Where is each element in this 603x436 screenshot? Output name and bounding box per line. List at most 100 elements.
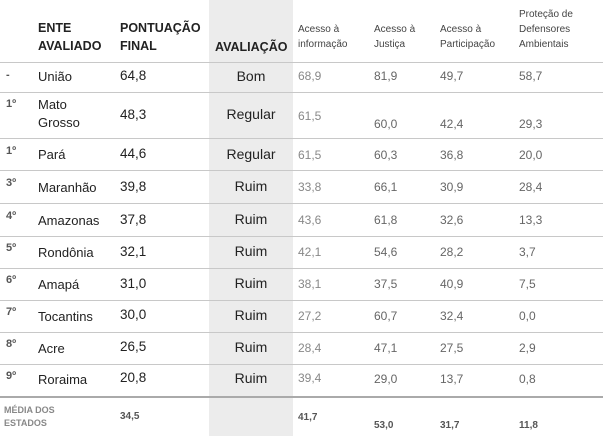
divider: [0, 268, 603, 269]
acesso-justica-value: 29,0: [374, 372, 398, 386]
protecao-value: 7,5: [519, 277, 536, 291]
footer-divider: [0, 396, 603, 398]
protecao-value: 29,3: [519, 117, 543, 131]
ente-name: Rondônia: [38, 245, 94, 260]
rating: Ruim: [234, 211, 268, 227]
divider: [0, 170, 603, 171]
ente-name: Acre: [38, 341, 65, 356]
acesso-justica-value: 60,7: [374, 309, 398, 323]
rank: 1º: [6, 145, 17, 157]
acesso-participacao-value: 36,8: [440, 148, 464, 162]
ente-name: Mato Grosso: [38, 97, 80, 130]
header-protecao-defensores: Proteção de Defensores Ambientais: [519, 9, 573, 50]
table-row: 5º Rondônia 32,1 Ruim 42,1 54,6 28,2 3,7: [0, 237, 603, 268]
final-score: 26,5: [120, 339, 147, 354]
header-acesso-justica: Acesso à Justiça: [374, 24, 416, 50]
footer-acesso-informacao: 41,7: [298, 412, 318, 423]
final-score: 48,3: [120, 107, 147, 122]
rating: Ruim: [234, 243, 268, 259]
table-row: 9º Roraima 20,8 Ruim 39,4 29,0 13,7 0,8: [0, 365, 603, 396]
header-acesso-participacao: Acesso à Participação: [440, 24, 496, 50]
acesso-justica-value: 60,3: [374, 148, 398, 162]
footer-acesso-justica: 53,0: [374, 420, 394, 431]
acesso-informacao-value: 61,5: [298, 148, 322, 162]
divider: [0, 364, 603, 365]
ente-name: União: [38, 69, 72, 84]
acesso-informacao-value: 39,4: [298, 371, 322, 385]
divider: [0, 138, 603, 139]
divider: [0, 300, 603, 301]
acesso-informacao-value: 33,8: [298, 180, 322, 194]
table-row: - União 64,8 Bom 68,9 81,9 49,7 58,7: [0, 63, 603, 92]
protecao-value: 3,7: [519, 245, 536, 259]
protecao-value: 20,0: [519, 148, 543, 162]
rank: -: [6, 69, 10, 81]
final-score: 31,0: [120, 276, 147, 291]
header-acesso-informacao: Acesso à informação: [298, 24, 348, 50]
rating: Bom: [236, 68, 266, 84]
acesso-informacao-value: 42,1: [298, 245, 322, 259]
table-row: 6º Amapá 31,0 Ruim 38,1 37,5 40,9 7,5: [0, 269, 603, 300]
header-pontuacao: PONTUAÇÃO FINAL: [120, 21, 201, 53]
rating: Ruim: [234, 178, 268, 194]
rating: Ruim: [234, 275, 268, 291]
rank: 8º: [6, 338, 17, 350]
acesso-informacao-value: 27,2: [298, 309, 322, 323]
final-score: 64,8: [120, 68, 147, 83]
rating: Ruim: [234, 339, 268, 355]
table-header: ENTE AVALIADO PONTUAÇÃO FINAL AVALIAÇÃO …: [0, 0, 603, 64]
acesso-participacao-value: 32,4: [440, 309, 464, 323]
rating: Regular: [226, 106, 276, 122]
acesso-informacao-value: 38,1: [298, 277, 322, 291]
divider: [0, 62, 603, 63]
ente-name: Pará: [38, 147, 66, 162]
header-avaliacao: AVALIAÇÃO: [215, 40, 288, 54]
protecao-value: 2,9: [519, 341, 536, 355]
acesso-justica-value: 60,0: [374, 117, 398, 131]
acesso-informacao-value: 28,4: [298, 341, 322, 355]
acesso-informacao-value: 43,6: [298, 213, 322, 227]
rank: 1º: [6, 98, 17, 110]
acesso-participacao-value: 28,2: [440, 245, 464, 259]
protecao-value: 0,8: [519, 372, 536, 386]
footer-label: MÉDIA DOS ESTADOS: [4, 405, 55, 428]
protecao-value: 28,4: [519, 180, 543, 194]
acesso-participacao-value: 13,7: [440, 372, 464, 386]
acesso-justica-value: 66,1: [374, 180, 398, 194]
protecao-value: 13,3: [519, 213, 543, 227]
acesso-participacao-value: 30,9: [440, 180, 464, 194]
rank: 6º: [6, 274, 17, 286]
rank: 4º: [6, 210, 17, 222]
final-score: 20,8: [120, 370, 147, 385]
rank: 7º: [6, 306, 17, 318]
acesso-justica-value: 54,6: [374, 245, 398, 259]
final-score: 30,0: [120, 307, 147, 322]
final-score: 37,8: [120, 212, 147, 227]
divider: [0, 203, 603, 204]
ente-name: Tocantins: [38, 309, 93, 324]
footer-protecao: 11,8: [519, 420, 538, 431]
table-row: 7º Tocantins 30,0 Ruim 27,2 60,7 32,4 0,…: [0, 301, 603, 332]
rating: Ruim: [234, 370, 268, 386]
protecao-value: 0,0: [519, 309, 536, 323]
table-row: 3º Maranhão 39,8 Ruim 33,8 66,1 30,9 28,…: [0, 171, 603, 203]
divider: [0, 236, 603, 237]
acesso-informacao-value: 68,9: [298, 69, 322, 83]
header-ente: ENTE AVALIADO: [38, 21, 102, 53]
acesso-participacao-value: 42,4: [440, 117, 464, 131]
footer-row: MÉDIA DOS ESTADOS 34,5 41,7 53,0 31,7 11…: [0, 398, 603, 436]
acesso-justica-value: 47,1: [374, 341, 398, 355]
divider: [0, 92, 603, 93]
acesso-participacao-value: 40,9: [440, 277, 464, 291]
table-row: 1º Pará 44,6 Regular 61,5 60,3 36,8 20,0: [0, 139, 603, 170]
footer-acesso-participacao: 31,7: [440, 420, 460, 431]
footer-score: 34,5: [120, 411, 140, 422]
acesso-informacao-value: 61,5: [298, 109, 322, 123]
acesso-justica-value: 37,5: [374, 277, 398, 291]
acesso-justica-value: 81,9: [374, 69, 398, 83]
rank: 5º: [6, 242, 17, 254]
rank: 3º: [6, 177, 17, 189]
rating-column-shade: [209, 0, 293, 436]
table-row: 8º Acre 26,5 Ruim 28,4 47,1 27,5 2,9: [0, 333, 603, 364]
